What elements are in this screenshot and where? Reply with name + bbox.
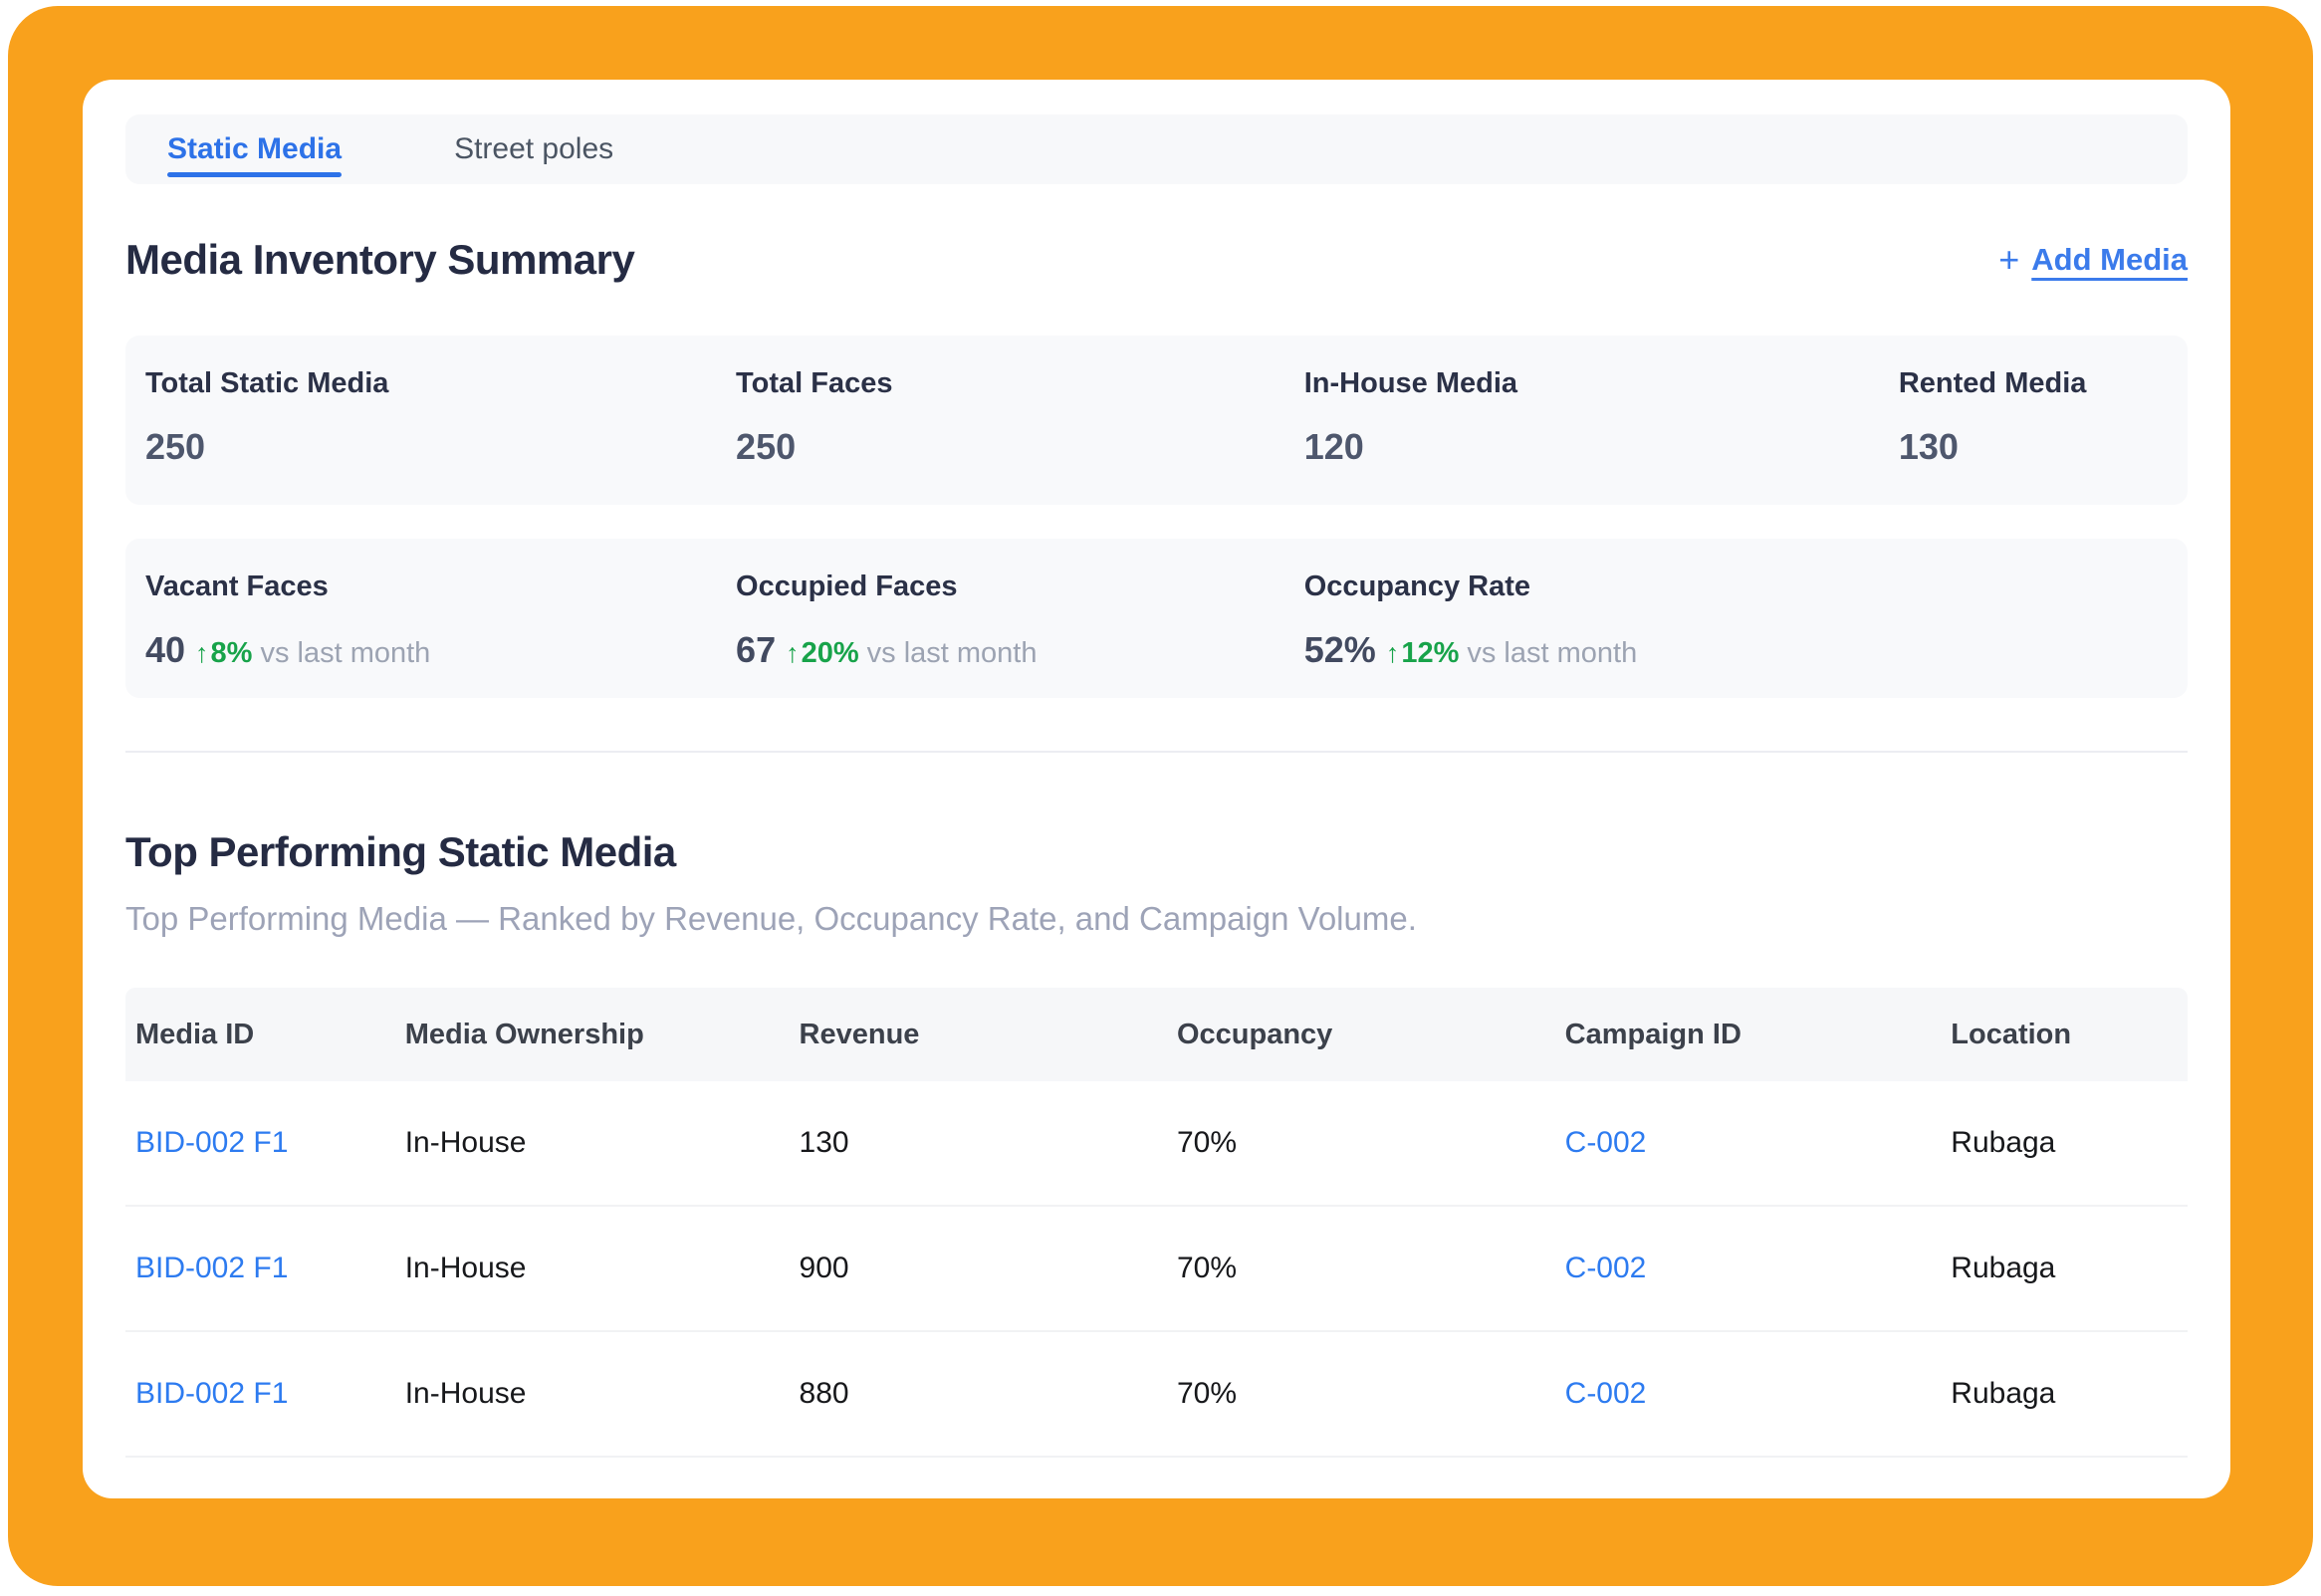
add-media-label: Add Media [2031, 242, 2188, 277]
stat-value: 250 [736, 426, 797, 467]
column-header-revenue: Revenue [799, 1018, 920, 1050]
up-arrow-icon: ↑ [786, 638, 800, 668]
cell-location: Rubaga [1951, 1252, 2056, 1284]
cell-media-id[interactable]: BID-002 F1 [135, 1377, 289, 1410]
section-divider [125, 751, 2188, 753]
stat-value: 67 [736, 629, 777, 670]
cell-revenue: 900 [799, 1252, 849, 1284]
cell-revenue: 130 [799, 1126, 849, 1159]
stat-delta: ↑ 8% [195, 637, 252, 670]
stat-label: Total Static Media [145, 367, 389, 399]
column-header-campaign-id: Campaign ID [1564, 1018, 1741, 1050]
stat-value: 52% [1303, 629, 1376, 670]
stat-in-house-media: In-House Media 120 [1304, 367, 1899, 505]
delta-percent: 20% [801, 637, 859, 669]
section-subtitle: Top Performing Media — Ranked by Revenue… [125, 900, 1417, 937]
tab-bar: Static Media Street poles [125, 114, 2188, 184]
stats-panel-occupancy: Vacant Faces 40 ↑ 8% vs last month Occupi… [125, 539, 2188, 698]
delta-note: vs last month [1467, 637, 1638, 669]
cell-occupancy: 70% [1176, 1126, 1238, 1159]
stats-panel-totals: Total Static Media 250 Total Faces 250 I… [125, 336, 2188, 505]
column-header-media-ownership: Media Ownership [404, 1018, 644, 1050]
cell-campaign-id[interactable]: C-002 [1564, 1126, 1647, 1159]
table-row: BID-002 F1 In-House 880 70% C-002 Rubaga [125, 1332, 2188, 1458]
top-performing-table: Media ID Media Ownership Revenue Occupan… [125, 988, 2188, 1458]
stat-label: Rented Media [1898, 367, 2087, 399]
cell-campaign-id[interactable]: C-002 [1564, 1377, 1647, 1410]
cell-media-ownership: In-House [404, 1126, 527, 1159]
tab-street-poles-label: Street poles [454, 132, 614, 165]
stat-label: Total Faces [736, 367, 893, 399]
stat-total-static-media: Total Static Media 250 [145, 367, 736, 505]
cell-location: Rubaga [1951, 1377, 2056, 1410]
stat-occupied-faces: Occupied Faces 67 ↑ 20% vs last month [736, 570, 1304, 698]
cell-campaign-id[interactable]: C-002 [1564, 1252, 1647, 1284]
stat-total-faces: Total Faces 250 [736, 367, 1304, 505]
summary-header: Media Inventory Summary + Add Media [125, 236, 2188, 284]
main-card: Static Media Street poles Media Inventor… [83, 80, 2230, 1498]
page-title: Media Inventory Summary [125, 236, 635, 283]
cell-media-id[interactable]: BID-002 F1 [135, 1126, 289, 1159]
tab-static-media[interactable]: Static Media [167, 114, 343, 184]
column-header-location: Location [1951, 1018, 2072, 1050]
plus-icon: + [1998, 239, 2020, 280]
cell-occupancy: 70% [1176, 1377, 1238, 1410]
column-header-occupancy: Occupancy [1176, 1018, 1333, 1050]
table-body: BID-002 F1 In-House 130 70% C-002 Rubaga… [125, 1081, 2188, 1458]
add-media-button[interactable]: + Add Media [1998, 242, 2188, 278]
stat-label: Occupancy Rate [1303, 570, 1531, 602]
stat-delta: ↑ 12% [1386, 637, 1460, 670]
cell-media-id[interactable]: BID-002 F1 [135, 1252, 289, 1284]
delta-note: vs last month [260, 637, 431, 669]
up-arrow-icon: ↑ [195, 638, 209, 668]
stat-occupancy-rate: Occupancy Rate 52% ↑ 12% vs last month [1304, 570, 2168, 698]
stat-label: In-House Media [1303, 367, 1518, 399]
delta-percent: 12% [1401, 637, 1460, 669]
cell-occupancy: 70% [1176, 1252, 1238, 1284]
stat-rented-media: Rented Media 130 [1899, 367, 2168, 505]
column-header-media-id: Media ID [135, 1018, 255, 1050]
table-row: BID-002 F1 In-House 130 70% C-002 Rubaga [125, 1081, 2188, 1207]
tab-static-media-label: Static Media [167, 132, 343, 165]
cell-media-ownership: In-House [404, 1252, 527, 1284]
cell-media-ownership: In-House [404, 1377, 527, 1410]
stat-delta: ↑ 20% [786, 637, 859, 670]
table-header-row: Media ID Media Ownership Revenue Occupan… [125, 988, 2188, 1081]
cell-location: Rubaga [1951, 1126, 2056, 1159]
delta-note: vs last month [866, 637, 1038, 669]
stat-value: 40 [145, 629, 186, 670]
table-row: BID-002 F1 In-House 900 70% C-002 Rubaga [125, 1207, 2188, 1332]
tab-street-poles[interactable]: Street poles [454, 114, 613, 184]
stat-label: Vacant Faces [145, 570, 329, 602]
section-title: Top Performing Static Media [125, 828, 676, 875]
stat-label: Occupied Faces [736, 570, 958, 602]
active-tab-underline [167, 172, 343, 177]
stat-value: 250 [145, 426, 206, 467]
stat-value: 130 [1898, 426, 1959, 467]
delta-percent: 8% [210, 637, 253, 669]
stat-vacant-faces: Vacant Faces 40 ↑ 8% vs last month [145, 570, 736, 698]
stat-value: 120 [1303, 426, 1364, 467]
up-arrow-icon: ↑ [1385, 638, 1400, 668]
cell-revenue: 880 [799, 1377, 849, 1410]
